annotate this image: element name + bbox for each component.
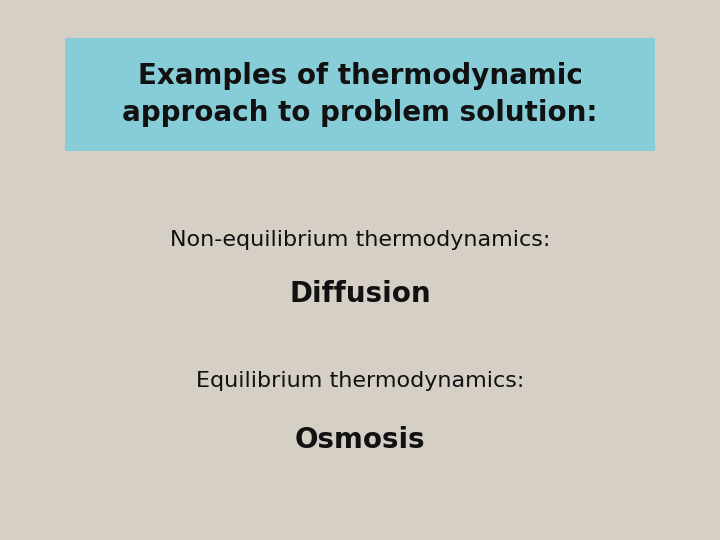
Text: Diffusion: Diffusion — [289, 280, 431, 308]
FancyBboxPatch shape — [65, 38, 655, 151]
Text: Examples of thermodynamic
approach to problem solution:: Examples of thermodynamic approach to pr… — [122, 62, 598, 127]
Text: Equilibrium thermodynamics:: Equilibrium thermodynamics: — [196, 370, 524, 391]
Text: Osmosis: Osmosis — [294, 426, 426, 454]
Text: Non-equilibrium thermodynamics:: Non-equilibrium thermodynamics: — [170, 230, 550, 251]
